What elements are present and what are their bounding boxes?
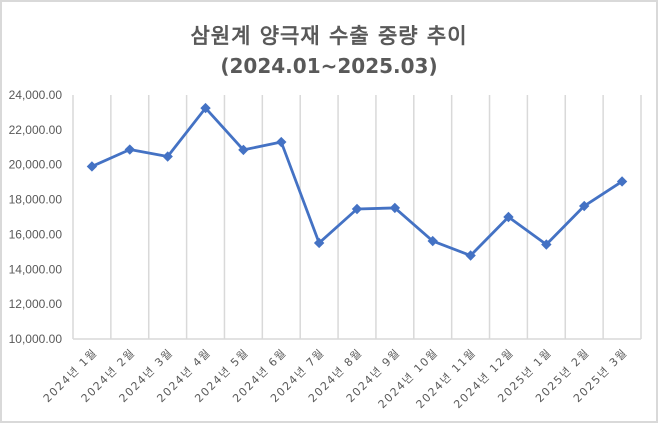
y-tick-label: 18,000.00 (9, 193, 63, 207)
diamond-marker-icon (200, 102, 211, 114)
diamond-marker-icon (86, 161, 98, 172)
diamond-marker-icon (541, 239, 552, 250)
diamond-marker-icon (465, 250, 476, 261)
diamond-marker-icon (124, 144, 136, 155)
diamond-marker-icon (503, 211, 514, 223)
chart-subtitle: (2024.01~2025.03) (220, 54, 438, 78)
diamond-marker-icon (162, 151, 173, 162)
diamond-marker-icon (389, 202, 401, 214)
y-tick-label: 22,000.00 (9, 123, 63, 137)
diamond-marker-icon (427, 235, 438, 247)
y-tick-label: 20,000.00 (9, 158, 63, 172)
diamond-marker-icon (313, 237, 325, 249)
y-tick-label: 24,000.00 (9, 88, 63, 102)
diamond-marker-icon (276, 136, 287, 148)
y-tick-label: 12,000.00 (9, 297, 63, 311)
y-tick-label: 14,000.00 (9, 262, 63, 276)
diamond-marker-icon (351, 203, 363, 215)
chart-title: 삼원계 양극재 수출 중량 추이 (190, 24, 468, 48)
diamond-marker-icon (238, 144, 249, 156)
y-tick-label: 16,000.00 (9, 227, 63, 241)
diamond-marker-icon (578, 200, 590, 212)
y-tick-label: 10,000.00 (9, 332, 63, 346)
diamond-marker-icon (616, 176, 628, 187)
data-line (91, 106, 623, 257)
